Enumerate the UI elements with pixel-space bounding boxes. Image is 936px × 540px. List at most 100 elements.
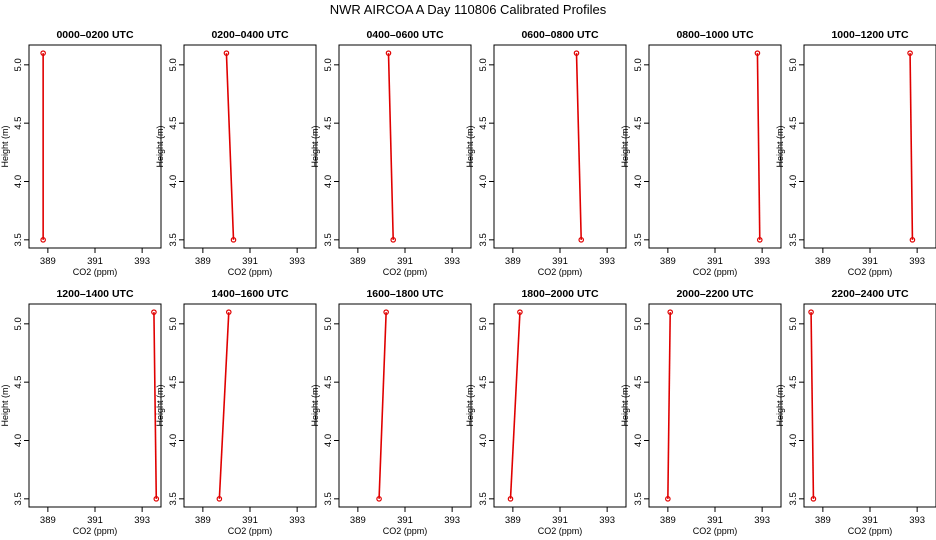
x-tick-label: 389: [40, 256, 56, 267]
plot-frame: [183, 44, 317, 249]
profile-point: [383, 309, 389, 315]
y-tick-label: 5.0: [788, 317, 799, 330]
figure-title: NWR AIRCOA A Day 110806 Calibrated Profi…: [330, 2, 607, 17]
plot-frame: [338, 303, 472, 508]
y-axis-label: Height (m): [155, 125, 165, 167]
y-tick-label: 4.5: [13, 376, 24, 389]
y-tick-label: 3.5: [478, 492, 489, 505]
x-tick-label: 391: [87, 515, 103, 526]
profile-line: [387, 53, 395, 240]
profile-point: [376, 496, 382, 502]
x-tick-label: 391: [707, 515, 723, 526]
y-axis-label: Height (m): [155, 384, 165, 426]
plot-frame: [338, 44, 472, 249]
plot-frame: [803, 303, 936, 508]
profile-line: [153, 312, 158, 499]
y-tick-label: 4.0: [13, 434, 24, 447]
panel-title: 1800–2000 UTC: [521, 288, 598, 300]
y-tick-label: 5.0: [478, 58, 489, 71]
panel-title: 0200–0400 UTC: [211, 29, 288, 41]
y-axis-label: Height (m): [0, 125, 10, 167]
plot-frame: [28, 303, 162, 508]
x-axis-label: CO2 (ppm): [848, 526, 893, 536]
x-tick-label: 391: [862, 256, 878, 267]
y-tick-label: 4.5: [168, 117, 179, 130]
y-tick-label: 4.0: [478, 175, 489, 188]
profile-point: [808, 309, 814, 315]
profile-point: [665, 496, 671, 502]
x-tick-label: 389: [815, 515, 831, 526]
plot-frame: [493, 303, 627, 508]
x-tick-label: 389: [815, 256, 831, 267]
panel-title: 1400–1600 UTC: [211, 288, 288, 300]
panel-1: 0000–0200 UTC 389 391 393 3.5 4.0 4.5 5.0 CO2 (p…: [0, 29, 162, 277]
y-tick-label: 3.5: [478, 233, 489, 246]
panel-7: 1200–1400 UTC 389 391 393 3.5 4.0 4.5 5.0 CO2 (p…: [0, 288, 162, 536]
x-tick-label: 391: [862, 515, 878, 526]
x-tick-label: 391: [87, 256, 103, 267]
y-tick-label: 5.0: [323, 58, 334, 71]
x-tick-label: 389: [40, 515, 56, 526]
y-tick-label: 4.0: [633, 175, 644, 188]
panel-12: 2200–2400 UTC 389 391 393 3.5 4.0 4.5 5.0 CO2 (p…: [775, 288, 936, 536]
y-tick-label: 4.5: [478, 376, 489, 389]
x-axis-label: CO2 (ppm): [73, 526, 118, 536]
profile-point: [216, 496, 223, 502]
y-axis-label: Height (m): [310, 125, 320, 167]
panel-9: 1600–1800 UTC 389 391 393 3.5 4.0 4.5 5.0 CO2 (p…: [310, 288, 472, 536]
y-tick-label: 4.5: [168, 376, 179, 389]
profile-line: [378, 312, 387, 499]
y-tick-label: 4.0: [323, 434, 334, 447]
x-axis-label: CO2 (ppm): [693, 267, 738, 277]
plot-frame: [493, 44, 627, 249]
panels-grid: 0000–0200 UTC 389 391 393 3.5 4.0 4.5 5.0 CO2 (p…: [0, 29, 936, 536]
panel-10: 1800–2000 UTC 389 391 393 3.5 4.0 4.5 5.0 CO2 (p…: [465, 288, 627, 536]
x-axis-label: CO2 (ppm): [538, 267, 583, 277]
x-axis-label: CO2 (ppm): [228, 526, 273, 536]
panel-title: 0800–1000 UTC: [676, 29, 753, 41]
y-tick-label: 4.5: [13, 117, 24, 130]
y-tick-label: 4.0: [168, 434, 179, 447]
x-tick-label: 389: [660, 515, 676, 526]
plot-frame: [28, 44, 162, 249]
x-tick-label: 393: [754, 515, 770, 526]
y-tick-label: 3.5: [168, 492, 179, 505]
panel-11: 2000–2200 UTC 389 391 393 3.5 4.0 4.5 5.0 CO2 (p…: [620, 288, 782, 536]
x-tick-label: 391: [707, 256, 723, 267]
y-tick-label: 5.0: [168, 58, 179, 71]
y-tick-label: 4.5: [323, 117, 334, 130]
x-tick-label: 393: [289, 256, 305, 267]
x-tick-label: 391: [242, 515, 258, 526]
x-axis-label: CO2 (ppm): [538, 526, 583, 536]
y-tick-label: 4.0: [168, 175, 179, 188]
profile-line: [810, 312, 815, 499]
x-tick-label: 389: [350, 256, 366, 267]
x-tick-label: 393: [599, 515, 615, 526]
plot-frame: [648, 44, 782, 249]
y-axis-label: Height (m): [465, 125, 475, 167]
profile-point: [517, 309, 523, 315]
profile-point: [385, 50, 392, 56]
y-tick-label: 4.0: [788, 175, 799, 188]
x-axis-label: CO2 (ppm): [848, 267, 893, 277]
panel-title: 2200–2400 UTC: [831, 288, 908, 300]
x-tick-label: 391: [552, 256, 568, 267]
profile-point: [153, 496, 160, 502]
y-tick-label: 3.5: [633, 492, 644, 505]
profile-line: [909, 53, 914, 240]
profile-line: [218, 312, 230, 499]
profile-point: [573, 50, 580, 56]
y-tick-label: 4.0: [633, 434, 644, 447]
y-tick-label: 3.5: [168, 233, 179, 246]
x-tick-label: 393: [289, 515, 305, 526]
y-tick-label: 4.5: [633, 376, 644, 389]
x-tick-label: 391: [397, 256, 413, 267]
y-axis-label: Height (m): [620, 125, 630, 167]
y-tick-label: 5.0: [633, 58, 644, 71]
panel-8: 1400–1600 UTC 389 391 393 3.5 4.0 4.5 5.0 CO2 (p…: [155, 288, 317, 536]
profile-point: [578, 237, 585, 243]
y-tick-label: 5.0: [478, 317, 489, 330]
panel-6: 1000–1200 UTC 389 391 393 3.5 4.0 4.5 5.0 CO2 (p…: [775, 29, 936, 277]
x-tick-label: 393: [909, 256, 925, 267]
y-axis-label: Height (m): [310, 384, 320, 426]
